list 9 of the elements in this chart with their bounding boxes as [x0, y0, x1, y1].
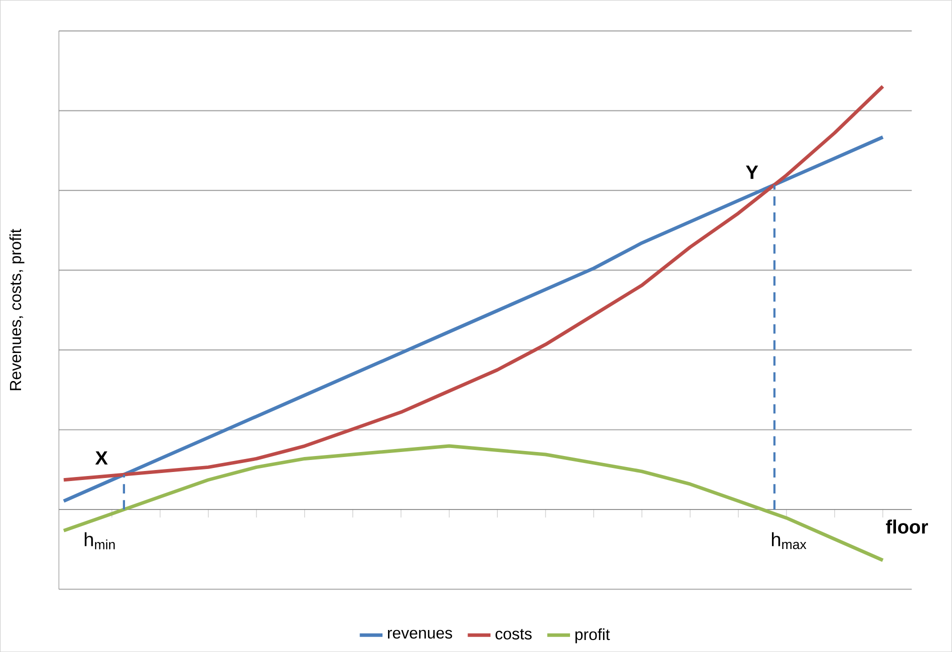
annotation: X — [95, 451, 108, 464]
annotation: h$_{max}$ — [772, 532, 806, 550]
annotation: h$_{min}$ — [84, 532, 115, 550]
y-axis-title: Revenues, costs, profit — [9, 228, 24, 390]
legend-label: costs — [496, 628, 532, 640]
annotation: floor — [886, 519, 928, 534]
legend-label: profit — [575, 628, 610, 644]
annotation: Y — [746, 166, 758, 179]
legend-label: revenues — [388, 630, 452, 639]
